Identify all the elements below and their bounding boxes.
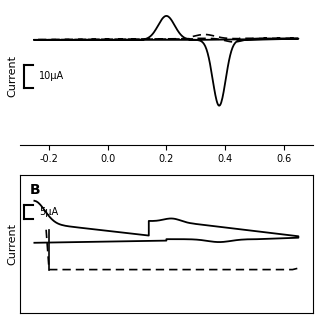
Text: B: B [30, 183, 41, 197]
Y-axis label: Current: Current [7, 55, 17, 97]
Text: 10μA: 10μA [39, 71, 64, 81]
Text: 5μA: 5μA [39, 207, 58, 217]
Y-axis label: Current: Current [7, 223, 17, 265]
